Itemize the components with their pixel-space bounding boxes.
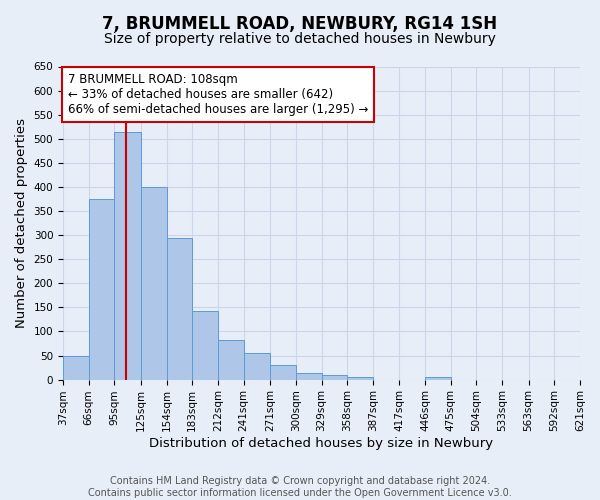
Bar — [425, 377, 451, 380]
Text: Size of property relative to detached houses in Newbury: Size of property relative to detached ho… — [104, 32, 496, 46]
Bar — [167, 238, 192, 380]
Text: Contains HM Land Registry data © Crown copyright and database right 2024.
Contai: Contains HM Land Registry data © Crown c… — [88, 476, 512, 498]
Y-axis label: Number of detached properties: Number of detached properties — [15, 118, 28, 328]
Bar — [270, 365, 296, 380]
X-axis label: Distribution of detached houses by size in Newbury: Distribution of detached houses by size … — [149, 437, 494, 450]
Bar — [192, 310, 218, 380]
Bar — [115, 132, 141, 380]
Bar — [296, 374, 322, 380]
Text: 7, BRUMMELL ROAD, NEWBURY, RG14 1SH: 7, BRUMMELL ROAD, NEWBURY, RG14 1SH — [103, 15, 497, 33]
Bar — [89, 199, 115, 380]
Bar — [244, 353, 270, 380]
Bar — [322, 375, 347, 380]
Bar — [218, 340, 244, 380]
Text: 7 BRUMMELL ROAD: 108sqm
← 33% of detached houses are smaller (642)
66% of semi-d: 7 BRUMMELL ROAD: 108sqm ← 33% of detache… — [68, 73, 368, 116]
Bar — [141, 187, 167, 380]
Bar — [63, 356, 89, 380]
Bar — [347, 377, 373, 380]
